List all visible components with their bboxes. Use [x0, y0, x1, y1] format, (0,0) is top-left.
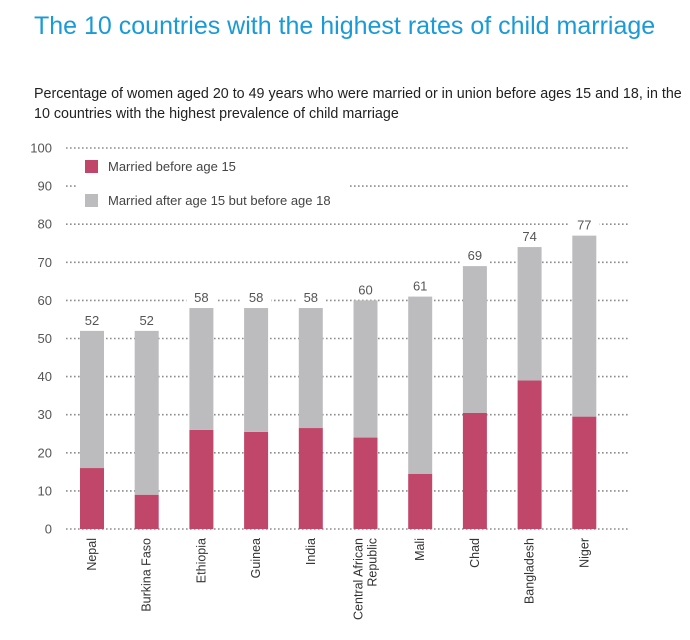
category-label-line: Chad: [468, 538, 482, 568]
bar-before-15: [462, 412, 487, 529]
category-label: Central AfricanRepublic: [352, 538, 380, 620]
y-tick-label: 30: [38, 407, 52, 422]
category-label-line: Ethiopia: [194, 538, 208, 583]
value-label: 58: [304, 290, 318, 305]
value-label-backing: [77, 308, 107, 329]
y-tick-label: 0: [45, 522, 52, 537]
category-label: Bangladesh: [523, 538, 537, 604]
bar-after-15: [462, 266, 487, 413]
y-tick-label: 40: [38, 369, 52, 384]
bar-after-15: [353, 300, 378, 438]
category-label-line: Niger: [577, 538, 591, 568]
category-label-line: India: [304, 538, 318, 565]
bar-before-15: [298, 428, 323, 529]
y-tick-label: 100: [30, 141, 52, 156]
y-tick-label: 70: [38, 255, 52, 270]
bar-after-15: [134, 330, 159, 495]
bar-before-15: [244, 431, 269, 529]
bar-after-15: [189, 308, 214, 430]
value-label: 58: [194, 290, 208, 305]
bar-after-15: [244, 308, 269, 432]
category-label: Niger: [577, 538, 591, 568]
bar-before-15: [353, 437, 378, 529]
bar-after-15: [517, 247, 542, 381]
category-label: Burkina Faso: [140, 538, 154, 612]
legend-swatch: [85, 160, 98, 173]
legend-backing: [78, 150, 348, 214]
bar-before-15: [517, 380, 542, 529]
category-label: Nepal: [85, 538, 99, 571]
category-label: Chad: [468, 538, 482, 568]
bars: 52 Nepal 52 Burkina Faso 58 Ethiopia 58 Guinea 5…: [77, 213, 600, 620]
y-tick-label: 60: [38, 293, 52, 308]
y-tick-label: 10: [38, 483, 52, 498]
value-label-backing: [295, 286, 326, 307]
bar-before-15: [408, 473, 433, 529]
value-label: 52: [139, 313, 153, 328]
value-label: 69: [468, 248, 482, 263]
legend-swatch: [85, 194, 98, 207]
bar-before-15: [80, 468, 104, 529]
y-tick-label: 20: [38, 445, 52, 460]
value-label-backing: [241, 286, 272, 307]
category-label-line: Republic: [366, 538, 380, 587]
value-label: 77: [577, 218, 591, 233]
value-label: 60: [358, 282, 372, 297]
category-label: Mali: [413, 538, 427, 561]
chart-title: The 10 countries with the highest rates …: [34, 12, 656, 40]
bar-after-15: [80, 330, 104, 469]
bar-before-15: [572, 416, 597, 529]
value-label-backing: [186, 286, 217, 307]
category-label-line: Guinea: [249, 538, 263, 578]
value-label-backing: [459, 244, 490, 265]
y-tick-label: 80: [38, 217, 52, 232]
chart-subtitle: Percentage of women aged 20 to 49 years …: [34, 86, 682, 122]
value-label-backing: [514, 225, 545, 246]
category-label-line: Burkina Faso: [140, 538, 154, 612]
category-label-line: Bangladesh: [523, 538, 537, 604]
bar-before-15: [134, 494, 159, 529]
bar-before-15: [189, 429, 214, 529]
value-label: 58: [249, 290, 263, 305]
category-label-line: Central African: [352, 538, 366, 620]
legend-label: Married after age 15 but before age 18: [108, 193, 331, 208]
value-label: 52: [85, 313, 99, 328]
bar-after-15: [572, 235, 597, 417]
category-label: Guinea: [249, 538, 263, 578]
value-label-backing: [350, 278, 381, 299]
y-tick-label: 50: [38, 331, 52, 346]
legend-label: Married before age 15: [108, 159, 236, 174]
bar-after-15: [298, 308, 323, 429]
value-label: 61: [413, 279, 427, 294]
category-label: Ethiopia: [194, 538, 208, 583]
y-tick-label: 90: [38, 179, 52, 194]
category-label: India: [304, 538, 318, 565]
bar-after-15: [408, 296, 433, 474]
value-label-backing: [131, 308, 162, 329]
value-label-backing: [569, 213, 600, 234]
value-label-backing: [405, 274, 436, 295]
value-label: 74: [522, 229, 536, 244]
category-label-line: Mali: [413, 538, 427, 561]
category-label-line: Nepal: [85, 538, 99, 571]
legend: Married before age 15 Married after age 1…: [78, 150, 348, 214]
